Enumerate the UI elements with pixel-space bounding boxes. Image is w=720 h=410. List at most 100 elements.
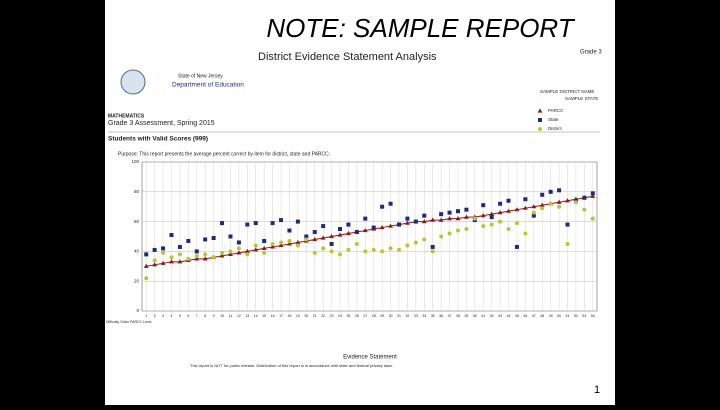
point <box>388 246 393 251</box>
legend-label: State <box>548 117 559 122</box>
point <box>430 217 436 222</box>
x-tick-label: 31 <box>397 314 401 318</box>
x-tick-label: 40 <box>473 314 477 318</box>
point <box>523 197 528 202</box>
point <box>245 252 250 257</box>
state-seal <box>120 69 146 95</box>
point <box>169 255 174 260</box>
report-title: District Evidence Statement Analysis <box>258 51 437 63</box>
point <box>295 219 300 224</box>
point <box>312 250 317 255</box>
point <box>388 223 393 228</box>
x-tick-label: 6 <box>187 314 189 318</box>
x-tick-label: 11 <box>229 314 233 318</box>
point <box>337 232 343 237</box>
x-tick-label: 43 <box>498 314 502 318</box>
point <box>295 239 301 245</box>
point <box>447 210 452 215</box>
x-tick-label: 25 <box>346 314 350 318</box>
x-tick-label: 2 <box>154 314 156 318</box>
point <box>152 258 157 263</box>
point <box>152 262 158 267</box>
x-tick-label: 51 <box>566 314 570 318</box>
point <box>514 221 519 226</box>
x-tick-label: 12 <box>237 314 241 318</box>
point <box>321 246 326 251</box>
x-tick-label: 17 <box>279 314 283 318</box>
point <box>177 244 182 249</box>
point <box>295 243 300 248</box>
point <box>312 230 317 235</box>
x-tick-label: 46 <box>523 314 527 318</box>
x-tick-label: 20 <box>304 314 308 318</box>
point <box>371 225 376 230</box>
point <box>506 198 511 203</box>
point <box>320 235 326 240</box>
point <box>514 244 519 249</box>
point <box>439 212 444 217</box>
point <box>261 245 267 251</box>
x-tick-label: 18 <box>288 314 292 318</box>
point <box>236 240 241 245</box>
x-tick-label: 10 <box>220 314 224 318</box>
x-tick-label: 48 <box>540 314 544 318</box>
point <box>346 222 351 227</box>
x-tick-label: 24 <box>338 314 342 318</box>
y-tick-label: 60 <box>134 219 140 224</box>
point <box>472 216 477 221</box>
point <box>346 230 351 236</box>
page-number: 1 <box>594 384 600 396</box>
point <box>481 203 486 208</box>
point <box>421 219 427 224</box>
point <box>270 221 275 226</box>
point <box>388 201 393 206</box>
point <box>253 243 258 248</box>
x-tick-label: 50 <box>557 314 561 318</box>
y-tick-label: 40 <box>134 249 140 254</box>
point <box>548 201 553 206</box>
point <box>531 213 536 218</box>
point <box>262 250 267 255</box>
sheet <box>105 0 615 405</box>
point <box>236 250 242 255</box>
x-tick-label: 7 <box>196 314 198 318</box>
x-tick-label: 4 <box>171 314 173 318</box>
point <box>161 250 166 255</box>
students: Students with Valid Scores (999) <box>108 136 208 143</box>
x-tick-label: 37 <box>448 314 452 318</box>
point <box>220 250 225 255</box>
point <box>329 249 334 254</box>
subject: MATHEMATICS <box>108 113 145 119</box>
x-tick-label: 33 <box>414 314 418 318</box>
point <box>413 240 418 245</box>
point <box>565 198 570 203</box>
point <box>219 253 225 258</box>
point <box>540 192 545 197</box>
left-label: Difficulty Order PARCC Level <box>106 320 152 324</box>
y-tick-label: 100 <box>131 159 139 164</box>
point <box>565 222 570 227</box>
legend-label: PARCC <box>548 108 564 113</box>
point <box>463 214 469 219</box>
x-tick-label: 45 <box>515 314 519 318</box>
point <box>447 216 452 221</box>
point <box>287 238 292 243</box>
point <box>169 259 174 264</box>
x-tick-label: 36 <box>439 314 443 318</box>
point <box>329 233 334 239</box>
point <box>161 246 166 251</box>
point <box>202 256 208 261</box>
point <box>287 228 292 233</box>
point <box>480 213 486 218</box>
point <box>539 202 545 207</box>
point <box>439 234 444 239</box>
point <box>253 221 258 226</box>
point <box>363 249 368 254</box>
point <box>160 260 166 265</box>
point <box>338 252 343 257</box>
point <box>186 256 191 261</box>
point <box>548 189 553 194</box>
point <box>447 231 452 236</box>
point <box>489 215 494 220</box>
